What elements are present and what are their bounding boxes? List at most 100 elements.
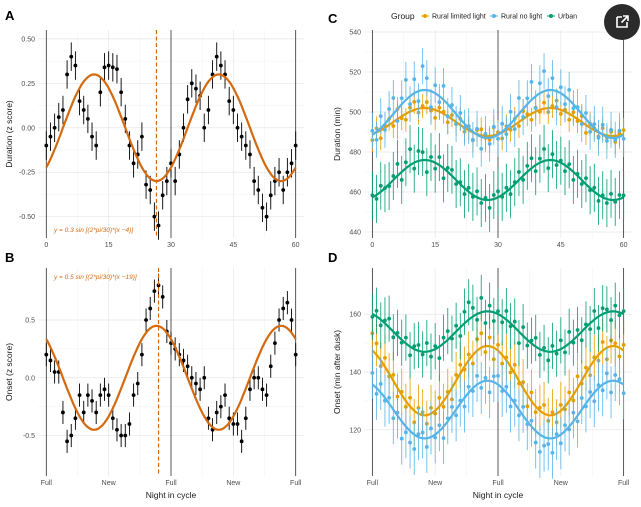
data-point-urban bbox=[370, 315, 375, 319]
data-point-rural-no-light bbox=[592, 122, 597, 127]
data-point bbox=[268, 364, 273, 369]
data-point bbox=[65, 72, 69, 77]
data-point-rural-limited-light bbox=[437, 395, 442, 400]
data-point bbox=[189, 81, 194, 86]
data-point bbox=[98, 90, 103, 95]
data-point-urban bbox=[462, 309, 467, 314]
data-point-urban bbox=[575, 328, 580, 332]
data-point-rural-limited-light bbox=[403, 117, 408, 122]
data-point bbox=[127, 422, 132, 426]
data-point bbox=[202, 125, 207, 130]
data-point-rural-no-light bbox=[571, 106, 576, 111]
data-point-urban bbox=[487, 303, 492, 308]
data-point-rural-no-light bbox=[575, 419, 580, 424]
data-point-rural-no-light bbox=[378, 382, 383, 386]
data-point-rural-limited-light bbox=[424, 100, 429, 104]
data-point-rural-limited-light bbox=[512, 362, 517, 367]
data-point-rural-limited-light bbox=[466, 352, 471, 357]
data-point-rural-limited-light bbox=[584, 365, 588, 370]
y-tick-label: 0.5 bbox=[25, 318, 35, 325]
data-point-urban bbox=[408, 353, 412, 358]
data-point-rural-no-light bbox=[479, 385, 484, 390]
data-point-rural-limited-light bbox=[500, 361, 505, 366]
data-point-rural-no-light bbox=[416, 99, 421, 104]
data-point bbox=[227, 99, 232, 104]
data-point bbox=[115, 67, 119, 72]
data-point bbox=[231, 108, 236, 112]
data-point bbox=[69, 54, 74, 59]
data-point-urban bbox=[441, 335, 446, 340]
data-point bbox=[144, 318, 148, 322]
open-in-new-window-button[interactable] bbox=[604, 4, 640, 40]
data-point-rural-no-light bbox=[508, 109, 513, 114]
fit-equation-label: y = 0.5 sin [(2*pi/30)*(x −19)] bbox=[53, 274, 137, 281]
x-tick-label: Full bbox=[367, 480, 379, 487]
data-point bbox=[206, 108, 211, 112]
y-tick-label: 440 bbox=[349, 230, 361, 237]
data-point bbox=[48, 358, 53, 363]
data-point-rural-no-light bbox=[437, 423, 442, 428]
data-point bbox=[273, 341, 277, 346]
y-tick-label: 540 bbox=[349, 30, 361, 37]
data-point-urban bbox=[416, 343, 421, 347]
x-tick-label: Full bbox=[618, 480, 630, 487]
data-point-rural-no-light bbox=[521, 404, 526, 409]
data-point-rural-limited-light bbox=[458, 362, 463, 367]
data-point bbox=[256, 188, 261, 192]
data-point-rural-no-light bbox=[554, 432, 559, 437]
data-point-urban bbox=[596, 198, 601, 203]
data-point-urban bbox=[487, 205, 492, 210]
data-point-rural-no-light bbox=[563, 102, 567, 107]
data-point-rural-no-light bbox=[617, 377, 622, 382]
data-point-rural-limited-light bbox=[479, 127, 484, 132]
data-point-rural-no-light bbox=[621, 136, 626, 141]
data-point-urban bbox=[546, 166, 551, 171]
x-axis-label: Night in cycle bbox=[473, 490, 524, 500]
data-point bbox=[239, 439, 244, 444]
data-point bbox=[115, 427, 119, 432]
data-point-urban bbox=[529, 156, 534, 161]
data-point-urban bbox=[592, 185, 597, 190]
data-point-rural-limited-light bbox=[542, 403, 546, 407]
data-point-urban bbox=[445, 329, 450, 334]
data-point-urban bbox=[579, 338, 584, 343]
data-point-urban bbox=[504, 185, 509, 190]
data-point-urban bbox=[387, 316, 392, 321]
data-point-urban bbox=[512, 319, 517, 324]
data-point-rural-no-light bbox=[571, 410, 576, 415]
data-point-rural-no-light bbox=[517, 96, 521, 100]
data-point-urban bbox=[437, 155, 442, 160]
data-point-urban bbox=[483, 321, 488, 325]
legend-swatch-dot bbox=[492, 14, 496, 18]
data-point-rural-no-light bbox=[424, 76, 429, 81]
data-point-urban bbox=[579, 182, 584, 186]
data-point-urban bbox=[416, 149, 421, 153]
data-point-rural-limited-light bbox=[533, 410, 538, 415]
data-point-rural-limited-light bbox=[550, 410, 555, 415]
data-point bbox=[227, 416, 232, 421]
data-point-rural-no-light bbox=[542, 443, 546, 448]
fit-curve-rural-no-light bbox=[371, 88, 625, 140]
data-point-rural-no-light bbox=[533, 106, 538, 111]
data-point-urban bbox=[550, 152, 555, 157]
data-point-rural-no-light bbox=[504, 384, 509, 389]
data-point-urban bbox=[525, 163, 530, 168]
data-point-rural-limited-light bbox=[374, 341, 379, 346]
data-point-rural-no-light bbox=[462, 125, 467, 130]
data-point-rural-no-light bbox=[613, 373, 618, 377]
x-tick-label: 60 bbox=[620, 242, 628, 249]
data-point bbox=[81, 108, 86, 112]
data-point-rural-no-light bbox=[537, 450, 542, 454]
data-point-rural-no-light bbox=[378, 114, 383, 119]
panel-d-onset-minutes: Full New Full New Full 160 140 120 Onset (min af… bbox=[332, 268, 632, 500]
data-point bbox=[123, 116, 128, 121]
data-point bbox=[144, 182, 148, 187]
data-point-urban bbox=[491, 319, 496, 323]
data-point-urban bbox=[584, 176, 588, 181]
data-point-rural-no-light bbox=[621, 391, 626, 396]
data-point bbox=[194, 86, 198, 91]
data-point-rural-limited-light bbox=[558, 111, 563, 116]
data-point-urban bbox=[450, 167, 454, 172]
data-point-rural-no-light bbox=[391, 96, 396, 100]
data-point-rural-no-light bbox=[508, 404, 513, 409]
